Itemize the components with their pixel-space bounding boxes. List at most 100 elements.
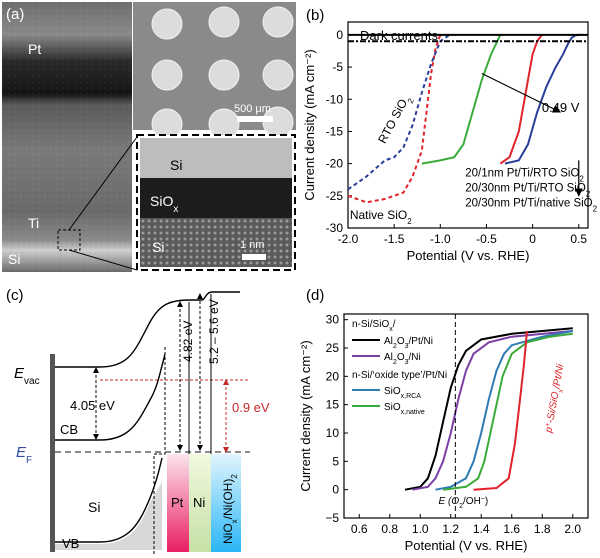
d-xtick-label: 1.4 bbox=[473, 522, 490, 536]
d-legend-o-1: O bbox=[397, 352, 405, 363]
gap-09-label: 0.9 eV bbox=[232, 400, 270, 415]
gap-52-label: 5.2 – 5.6 eV bbox=[207, 299, 221, 364]
b-native-text: Native SiO bbox=[350, 208, 407, 222]
b-series-1 bbox=[499, 34, 543, 165]
evac-line bbox=[55, 291, 240, 368]
d-legend2-item-1-a: SiO bbox=[384, 402, 401, 413]
d-legend2-item-1-b: x,native bbox=[401, 409, 425, 416]
d-ytick-label: 20 bbox=[326, 369, 340, 383]
oxide-boundary bbox=[153, 346, 166, 554]
d-p-x: x bbox=[557, 388, 565, 394]
d-legend-group1-c: / bbox=[393, 319, 396, 330]
evac-label: E bbox=[14, 365, 25, 382]
b-ytick-label: -10 bbox=[326, 92, 344, 106]
d-legend2-item-0-b: x,RCA bbox=[401, 393, 422, 400]
d-legend2-item-0-a: SiO bbox=[384, 386, 401, 397]
d-legend-item-1: Al2O3/Ni bbox=[384, 352, 421, 366]
d-legend-group2: n-Si/‘oxide type’/Pt/Ni bbox=[352, 370, 447, 381]
d-xtick-label: 1.6 bbox=[503, 522, 520, 536]
b-trend-arrow bbox=[481, 72, 562, 113]
pt-label: Pt bbox=[171, 495, 184, 510]
d-xtick-label: 1.0 bbox=[412, 522, 429, 536]
inset-siox: SiO bbox=[150, 193, 173, 209]
b-legend-sub-1: 2 bbox=[586, 189, 591, 198]
panel-d-letter: (d) bbox=[306, 287, 324, 304]
b-legend-text-0: 20/1nm Pt/Ti/RTO SiO bbox=[465, 168, 579, 180]
label-si: Si bbox=[8, 251, 20, 267]
niox-label: NiO bbox=[221, 523, 235, 544]
d-p-a: p bbox=[543, 426, 555, 435]
d-legend-group1-a: n-Si/SiO bbox=[352, 319, 389, 330]
panel-b-letter: (b) bbox=[306, 7, 324, 24]
d-legend2-item-0: SiOx,RCA bbox=[384, 386, 421, 400]
panel-c-band-diagram: (c) Evac EF 4.05 eV CB Si VB Pt Ni NiOx/… bbox=[6, 287, 270, 554]
d-series-2 bbox=[435, 330, 573, 491]
sem-scale-label: 500 μm bbox=[234, 103, 271, 115]
b-native-label: Native SiO2 bbox=[350, 208, 412, 226]
b-xtick-label: -1.5 bbox=[384, 232, 405, 246]
ef-sub: F bbox=[26, 455, 32, 466]
si-label: Si bbox=[88, 499, 100, 515]
inset-scale-label: 1 nm bbox=[240, 239, 264, 251]
ni-block bbox=[189, 454, 211, 552]
b-legend-entry-2: 20/30nm Pt/Ti/native SiO2 bbox=[465, 198, 597, 214]
b-series-3 bbox=[347, 34, 442, 204]
cb-line bbox=[55, 353, 166, 441]
d-p-c: /Pt/Ni bbox=[551, 363, 566, 391]
panel-d-chart: (d) 0.6 0.8 1.0 1.2 1.4 1.6 1.8 2.0 −5 0 5 10 15 20 25… bbox=[298, 287, 589, 553]
b-xtick-label: -0.5 bbox=[476, 232, 497, 246]
b-frame bbox=[347, 21, 589, 229]
ef-label: E bbox=[16, 444, 27, 461]
d-eo2-label: E (O2/OH−) bbox=[439, 495, 489, 509]
d-series-1 bbox=[412, 330, 573, 491]
b-legend-entry-1: 20/30nm Pt/Ti/RTO SiO2 bbox=[465, 183, 591, 199]
d-ytick-label: 15 bbox=[326, 398, 340, 412]
inset-si-bottom: Si bbox=[152, 239, 164, 255]
svg-text:SiOx: SiOx bbox=[150, 193, 178, 215]
label-ti: Ti bbox=[28, 215, 39, 231]
sem-dots bbox=[151, 6, 294, 140]
b-ytick-label: -25 bbox=[326, 189, 344, 203]
b-xlabel: Potential (V vs. RHE) bbox=[407, 248, 530, 263]
d-eo2-c: ) bbox=[485, 496, 488, 507]
b-series-4 bbox=[347, 34, 451, 191]
niox-block bbox=[211, 454, 241, 552]
d-ytick-label: 5 bbox=[332, 454, 339, 468]
d-series-4 bbox=[473, 330, 528, 491]
d-legend-o-0: O bbox=[397, 336, 405, 347]
b-rto-label: RTO SiO2 bbox=[375, 92, 415, 147]
b-legend-sub-0: 2 bbox=[579, 174, 584, 183]
niox-mid: /Ni(OH) bbox=[221, 479, 235, 520]
inset-scale-bar bbox=[242, 254, 266, 260]
evac-sub: vac bbox=[24, 376, 40, 387]
panel-a-figure: (a) Pt Ti Si 500 μm Si SiOx Si 1 nm bbox=[2, 2, 296, 272]
d-legend-item-0: Al2O3/Pt/Ni bbox=[384, 336, 433, 350]
d-ylabel: Current density (mA cm⁻²) bbox=[298, 340, 313, 491]
d-frame bbox=[343, 313, 589, 519]
panel-a-letter: (a) bbox=[6, 6, 24, 23]
d-legend-al-0: Al bbox=[384, 336, 393, 347]
b-native-sub: 2 bbox=[407, 216, 412, 225]
b-ylabel: Current density (mA cm⁻²) bbox=[302, 49, 317, 200]
b-onset-label: 0.49 V bbox=[542, 100, 580, 115]
svg-text:EF: EF bbox=[16, 444, 32, 466]
pt-block bbox=[167, 454, 189, 552]
d-xtick-label: 1.8 bbox=[534, 522, 551, 536]
vb-label: VB bbox=[62, 536, 79, 551]
niox-x: x bbox=[230, 519, 239, 523]
vb-line bbox=[55, 457, 163, 543]
d-legend-tail-0: /Pt/Ni bbox=[409, 336, 433, 347]
label-pt: Pt bbox=[28, 41, 41, 57]
ni-label: Ni bbox=[193, 495, 205, 510]
b-dark-label: Dark currents bbox=[360, 28, 439, 43]
svg-text:NiOx/Ni(OH)2: NiOx/Ni(OH)2 bbox=[221, 474, 239, 544]
d-ytick-label: 25 bbox=[326, 341, 340, 355]
d-legend2-item-1: SiOx,native bbox=[384, 402, 425, 416]
panel-c-letter: (c) bbox=[6, 287, 24, 304]
d-ytick-label: −5 bbox=[325, 511, 339, 525]
d-eo2-a: E (O bbox=[439, 496, 460, 507]
d-xtick-label: 0.6 bbox=[351, 522, 368, 536]
b-legend-sub-2: 2 bbox=[593, 204, 598, 213]
d-ytick-label: 0 bbox=[332, 483, 339, 497]
svg-text:Evac: Evac bbox=[14, 365, 40, 387]
